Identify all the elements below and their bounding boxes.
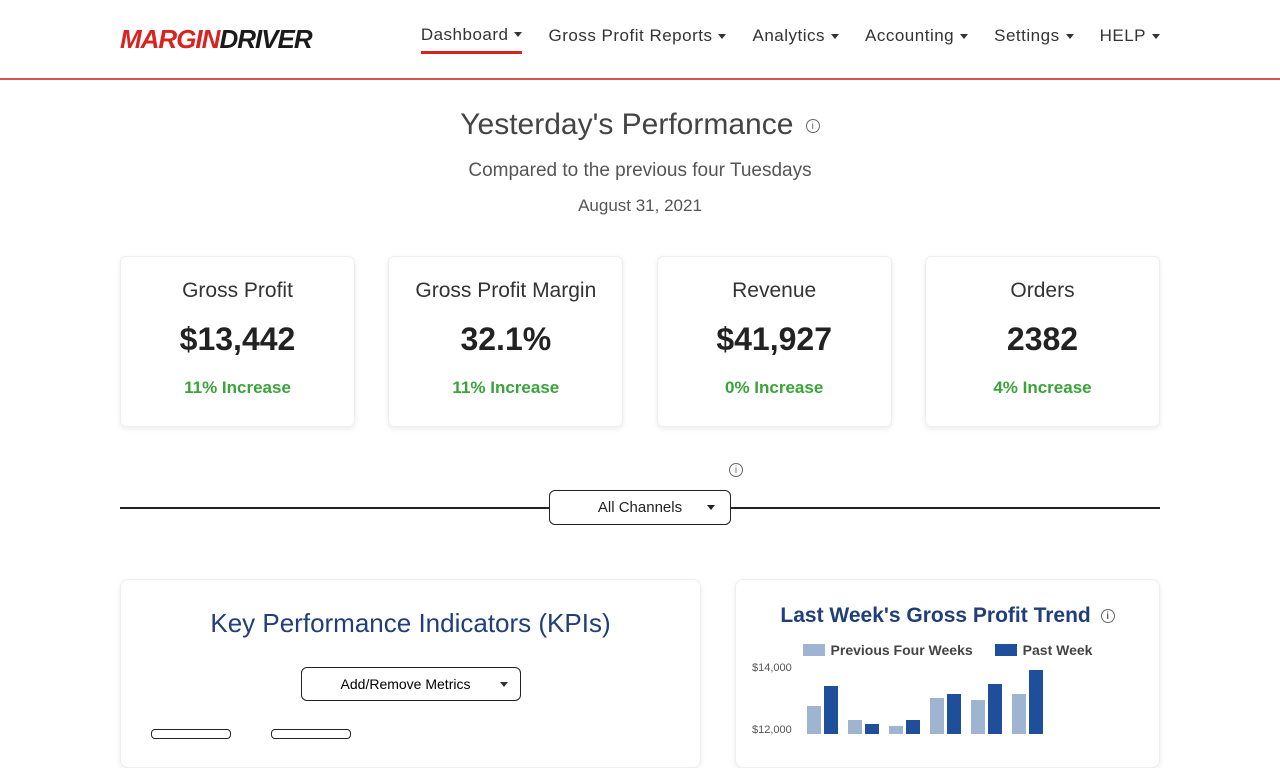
bar-pair bbox=[848, 720, 879, 734]
swatch-past bbox=[995, 644, 1017, 656]
logo[interactable]: MARGINDRIVER bbox=[120, 24, 312, 55]
bar-pair bbox=[930, 694, 961, 734]
card-title: Gross Profit bbox=[131, 279, 344, 303]
chevron-down-icon bbox=[831, 34, 839, 39]
chevron-down-icon bbox=[718, 34, 726, 39]
channel-divider: i All Channels bbox=[120, 487, 1160, 527]
channel-select[interactable]: All Channels bbox=[549, 490, 731, 525]
nav-item-label: Accounting bbox=[865, 26, 954, 46]
nav-item-dashboard[interactable]: Dashboard bbox=[421, 25, 523, 54]
legend-prev-label: Previous Four Weeks bbox=[831, 642, 973, 658]
card-value: $41,927 bbox=[668, 321, 881, 358]
legend-past: Past Week bbox=[995, 642, 1093, 658]
nav-item-label: Settings bbox=[994, 26, 1059, 46]
info-icon[interactable]: i bbox=[1101, 609, 1115, 623]
chevron-down-icon bbox=[500, 682, 508, 687]
nav-item-label: Analytics bbox=[752, 26, 825, 46]
bar-past bbox=[865, 724, 879, 734]
metric-card: Gross Profit $13,442 11% Increase bbox=[120, 256, 355, 427]
chevron-down-icon bbox=[514, 32, 522, 37]
card-change: 11% Increase bbox=[131, 378, 344, 398]
legend-past-label: Past Week bbox=[1023, 642, 1093, 658]
metric-cards: Gross Profit$13,44211% IncreaseGross Pro… bbox=[120, 256, 1160, 427]
nav-item-label: Gross Profit Reports bbox=[548, 26, 712, 46]
chart-area: $14,000 $12,000 bbox=[752, 664, 1143, 734]
nav-item-label: HELP bbox=[1100, 26, 1146, 46]
logo-part-margin: MARGIN bbox=[120, 24, 219, 54]
bar-prev bbox=[807, 706, 821, 734]
metrics-select-label: Add/Remove Metrics bbox=[341, 676, 471, 692]
kpi-panel: Key Performance Indicators (KPIs) Add/Re… bbox=[120, 579, 701, 768]
legend-prev: Previous Four Weeks bbox=[803, 642, 973, 658]
bar-prev bbox=[848, 720, 862, 734]
chart-panel: Last Week's Gross Profit Trend i Previou… bbox=[735, 579, 1160, 768]
kpi-placeholder-row bbox=[151, 729, 670, 739]
bar-past bbox=[824, 686, 838, 734]
card-value: 32.1% bbox=[399, 321, 612, 358]
chevron-down-icon bbox=[1066, 34, 1074, 39]
card-change: 4% Increase bbox=[936, 378, 1149, 398]
chart-bars bbox=[807, 664, 1133, 734]
info-icon[interactable]: i bbox=[729, 463, 743, 477]
nav-item-gross-profit-reports[interactable]: Gross Profit Reports bbox=[548, 25, 726, 54]
metric-card: Gross Profit Margin 32.1% 11% Increase bbox=[388, 256, 623, 427]
channel-select-label: All Channels bbox=[598, 499, 682, 516]
bar-pair bbox=[807, 686, 838, 734]
bar-prev bbox=[971, 700, 985, 734]
metric-card: Revenue $41,927 0% Increase bbox=[657, 256, 892, 427]
chart-title: Last Week's Gross Profit Trend i bbox=[752, 604, 1143, 628]
card-change: 0% Increase bbox=[668, 378, 881, 398]
performance-title: Yesterday's Performance i bbox=[120, 108, 1160, 142]
card-value: $13,442 bbox=[131, 321, 344, 358]
nav-item-settings[interactable]: Settings bbox=[994, 25, 1073, 54]
bar-prev bbox=[1012, 694, 1026, 734]
bar-pair bbox=[971, 684, 1002, 734]
chevron-down-icon bbox=[1152, 34, 1160, 39]
nav-item-label: Dashboard bbox=[421, 25, 509, 45]
bar-pair bbox=[1012, 670, 1043, 734]
bar-pair bbox=[889, 720, 920, 734]
kpi-title: Key Performance Indicators (KPIs) bbox=[151, 608, 670, 639]
logo-part-driver: DRIVER bbox=[219, 24, 311, 54]
metric-card: Orders 2382 4% Increase bbox=[925, 256, 1160, 427]
chevron-down-icon bbox=[960, 34, 968, 39]
swatch-prev bbox=[803, 644, 825, 656]
card-title: Gross Profit Margin bbox=[399, 279, 612, 303]
performance-date: August 31, 2021 bbox=[120, 196, 1160, 216]
ytick: $14,000 bbox=[752, 662, 792, 674]
bar-prev bbox=[889, 726, 903, 734]
bar-past bbox=[906, 720, 920, 734]
kpi-placeholder[interactable] bbox=[271, 729, 351, 739]
bar-past bbox=[947, 694, 961, 734]
info-icon[interactable]: i bbox=[806, 119, 820, 133]
performance-title-text: Yesterday's Performance bbox=[460, 108, 793, 141]
bar-prev bbox=[930, 698, 944, 734]
ytick: $12,000 bbox=[752, 724, 792, 736]
card-value: 2382 bbox=[936, 321, 1149, 358]
card-title: Revenue bbox=[668, 279, 881, 303]
bar-past bbox=[1029, 670, 1043, 734]
nav-item-help[interactable]: HELP bbox=[1100, 25, 1160, 54]
nav-item-accounting[interactable]: Accounting bbox=[865, 25, 968, 54]
chart-legend: Previous Four Weeks Past Week bbox=[752, 642, 1143, 658]
performance-subtitle: Compared to the previous four Tuesdays bbox=[120, 160, 1160, 182]
kpi-placeholder[interactable] bbox=[151, 729, 231, 739]
nav-item-analytics[interactable]: Analytics bbox=[752, 25, 839, 54]
bar-past bbox=[988, 684, 1002, 734]
metrics-select[interactable]: Add/Remove Metrics bbox=[301, 667, 521, 701]
card-change: 11% Increase bbox=[399, 378, 612, 398]
chevron-down-icon bbox=[707, 505, 715, 510]
card-title: Orders bbox=[936, 279, 1149, 303]
nav: Dashboard Gross Profit Reports Analytics Ac… bbox=[421, 25, 1160, 54]
chart-title-text: Last Week's Gross Profit Trend bbox=[780, 604, 1090, 627]
